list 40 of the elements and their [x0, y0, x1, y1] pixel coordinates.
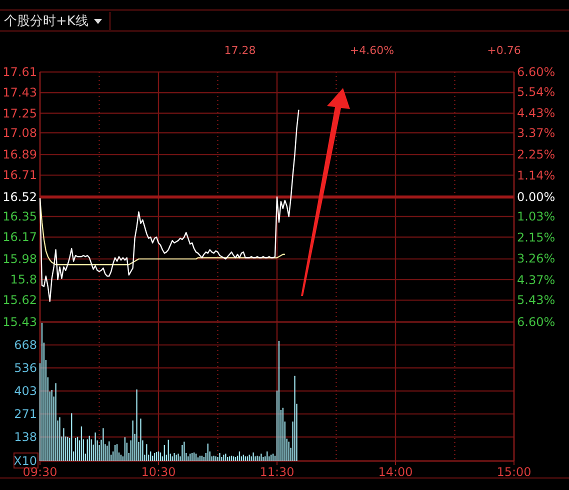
y-tick-label: 16.52	[2, 190, 37, 204]
y2-tick-label: 3.26%	[517, 252, 556, 266]
text: 17.28	[224, 44, 256, 57]
y-tick-label: 17.25	[2, 106, 37, 120]
y-tick-label: 15.43	[2, 315, 37, 329]
y2-tick-label: 3.37%	[517, 126, 556, 140]
y-tick-label: 15.62	[2, 293, 37, 308]
y-tick-label: 17.08	[2, 126, 37, 140]
y2-tick-label: 4.37%	[517, 272, 556, 287]
y2-tick-label: 4.43%	[517, 106, 556, 120]
y-tick-label: 668	[14, 338, 37, 352]
y2-tick-label: 2.15%	[517, 230, 556, 245]
x-tick-label: 10:30	[141, 465, 176, 479]
y-tick-label: 138	[14, 430, 37, 444]
x-tick-label: 11:30	[260, 465, 294, 479]
x-tick-label: 15:00	[496, 465, 532, 479]
text: +0.76	[487, 44, 521, 57]
y2-tick-label: 1.03%	[517, 210, 556, 224]
y2-tick-label: 2.25%	[517, 147, 556, 162]
y2-tick-label: 5.43%	[517, 292, 556, 307]
y2-tick-label: 0.00%	[517, 190, 556, 204]
x-tick-label: 09:30	[22, 465, 58, 479]
chart-title: 个股分时+K线	[4, 14, 88, 29]
y-tick-label: 16.89	[2, 148, 37, 162]
y-tick-label: 16.35	[2, 209, 37, 224]
y-tick-label: 17.61	[2, 65, 37, 79]
y-tick-label: 271	[14, 406, 37, 421]
y2-tick-label: 5.54%	[517, 85, 556, 100]
y-tick-label: 17.43	[2, 86, 37, 100]
y-tick-label: 16.17	[2, 230, 37, 244]
x-tick-label: 14:00	[378, 465, 413, 479]
y2-tick-label: 1.14%	[517, 168, 556, 182]
y2-tick-label: 6.60%	[517, 315, 556, 329]
text: +4.60%	[350, 44, 394, 57]
y-tick-label: 15.8	[10, 272, 37, 287]
y-tick-label: 16.71	[2, 168, 37, 182]
y-tick-label: 15.98	[2, 252, 37, 266]
y-tick-label: 536	[14, 360, 37, 375]
y-tick-label: 403	[14, 384, 37, 398]
y2-tick-label: 6.60%	[517, 65, 556, 79]
